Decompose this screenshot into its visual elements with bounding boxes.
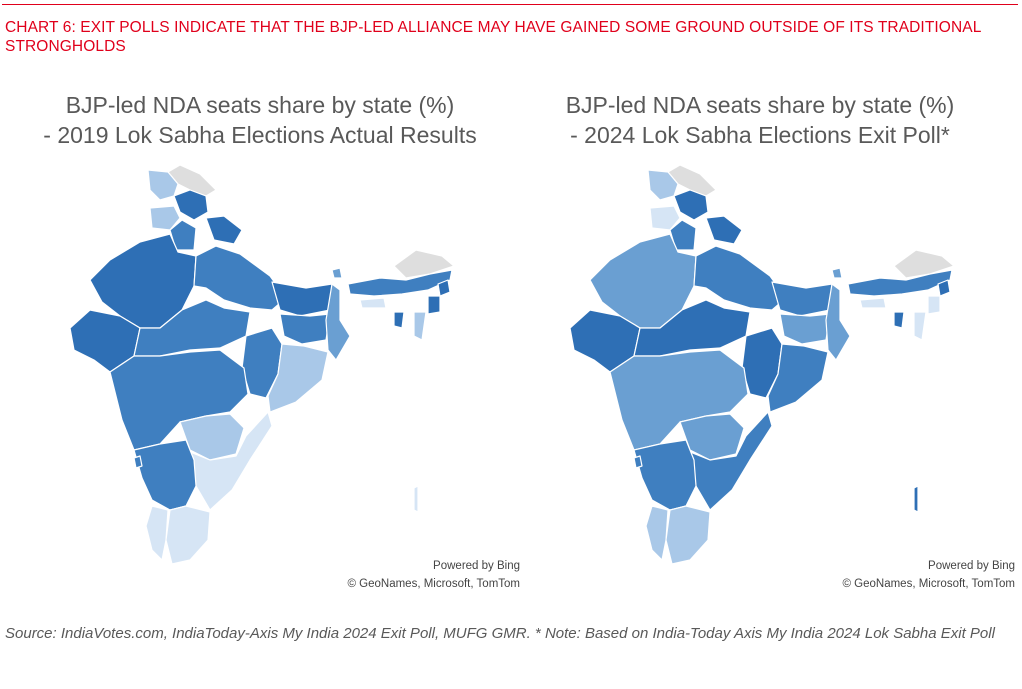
region-odisha [767,343,829,413]
region-jharkhand [779,313,831,345]
region-kerala [145,505,169,561]
top-rule [2,4,1018,5]
region-bihar [271,281,333,317]
region-punjab [149,205,181,231]
india-map-2019 [69,164,455,565]
map-credit-2019-bing: Powered by Bing [433,560,520,572]
region-himachal [173,189,209,221]
region-sikkim [331,267,343,279]
region-uttarakhand [705,215,743,245]
map-title-2019: BJP-led NDA seats share by state (%) - 2… [10,90,510,150]
region-himachal [673,189,709,221]
region-uttar-pradesh [193,245,287,311]
chart-title: CHART 6: EXIT POLLS INDICATE THAT THE BJ… [5,19,981,55]
region-kerala [645,505,669,561]
region-telangana [179,413,245,461]
region-goa [133,455,143,469]
region-andaman [913,485,919,513]
region-uttar-pradesh [693,245,787,311]
region-odisha [267,343,329,413]
region-manipur [927,295,941,315]
region-karnataka [633,439,697,511]
region-west-bengal [825,283,851,361]
region-tripura [393,311,405,329]
region-west-bengal [325,283,351,361]
map-credit-2024-bing: Powered by Bing [928,560,1015,572]
map-credit-2024-geonames: © GeoNames, Microsoft, TomTom [842,578,1016,590]
region-arunachal [393,249,455,279]
region-punjab [649,205,681,231]
region-assam [847,269,953,297]
map-title-2019-line2: - 2019 Lok Sabha Elections Actual Result… [43,122,477,148]
region-andhra-pradesh [689,411,773,511]
region-goa [633,455,643,469]
map-title-2019-line1: BJP-led NDA seats share by state (%) [65,92,455,118]
region-meghalaya [359,297,387,309]
map-panel-2019: BJP-led NDA seats share by state (%) - 2… [10,90,520,605]
map-title-2024: BJP-led NDA seats share by state (%) - 2… [510,90,1010,150]
region-mizoram [913,311,927,341]
region-jharkhand [279,313,331,345]
source-note: Source: IndiaVotes.com, IndiaToday-Axis … [5,625,995,642]
region-ladakh [667,164,717,197]
region-nagaland [937,279,951,297]
region-andhra-pradesh [189,411,273,511]
region-uttarakhand [205,215,243,245]
map-title-2024-line2: - 2024 Lok Sabha Elections Exit Poll* [570,122,950,148]
map-title-2024-line1: BJP-led NDA seats share by state (%) [565,92,955,118]
region-telangana [679,413,745,461]
region-bihar [771,281,833,317]
map-panel-2024: BJP-led NDA seats share by state (%) - 2… [510,90,1015,605]
map-credit-2019-geonames: © GeoNames, Microsoft, TomTom [347,578,521,590]
region-tamil-nadu [665,505,711,565]
region-tripura [893,311,905,329]
region-assam [347,269,453,297]
region-tamil-nadu [165,505,211,565]
region-nagaland [437,279,451,297]
region-arunachal [893,249,955,279]
region-mizoram [413,311,427,341]
region-sikkim [831,267,843,279]
region-meghalaya [859,297,887,309]
region-andaman [413,485,419,513]
india-map-2024 [569,164,955,565]
region-karnataka [133,439,197,511]
region-ladakh [167,164,217,197]
region-manipur [427,295,441,315]
